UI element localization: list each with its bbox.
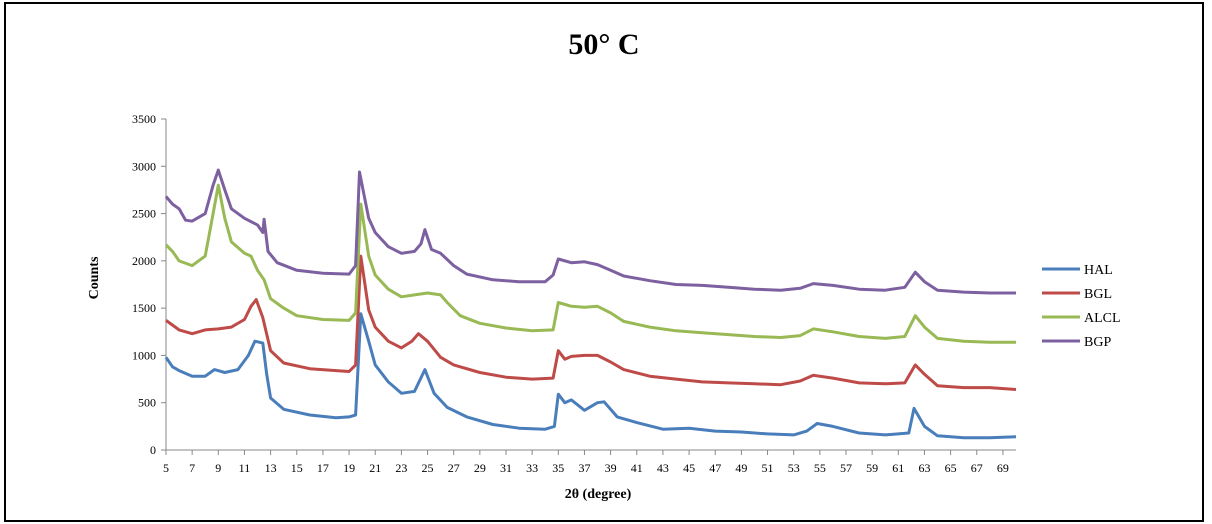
x-tick-label: 59 bbox=[866, 461, 878, 475]
legend-label-bgp: BGP bbox=[1084, 335, 1111, 350]
x-tick-label: 17 bbox=[317, 461, 329, 475]
x-tick-label: 13 bbox=[265, 461, 277, 475]
x-tick-label: 53 bbox=[788, 461, 800, 475]
legend: HAL BGL ALCL BGP bbox=[1042, 263, 1121, 350]
series-line-bgp bbox=[164, 168, 1016, 295]
x-tick-label: 65 bbox=[945, 461, 957, 475]
x-tick-label: 33 bbox=[526, 461, 538, 475]
x-tick-label: 47 bbox=[709, 461, 721, 475]
x-tick-label: 9 bbox=[215, 461, 221, 475]
y-axis-title: Counts bbox=[87, 256, 102, 299]
x-tick-label: 43 bbox=[657, 461, 669, 475]
y-tick-label: 3000 bbox=[132, 159, 156, 173]
chart-frame: 50° C 0 500 1000 1500 2000 2500 3000 3500 5 7 9 11… bbox=[4, 2, 1204, 522]
axes bbox=[165, 119, 1016, 451]
x-tick-label: 25 bbox=[422, 461, 434, 475]
y-tick-label: 1000 bbox=[132, 348, 156, 362]
x-tick-label: 39 bbox=[605, 461, 617, 475]
x-tick-label: 5 bbox=[163, 461, 169, 475]
series-line-bgl bbox=[165, 254, 1017, 391]
x-tick-label: 19 bbox=[343, 461, 355, 475]
chart-title: 50° C bbox=[568, 28, 639, 61]
y-tick-label: 0 bbox=[150, 443, 156, 457]
series-lines bbox=[164, 168, 1017, 440]
x-tick-label: 27 bbox=[448, 461, 460, 475]
legend-label-hal: HAL bbox=[1084, 263, 1113, 278]
x-ticks: 5 7 9 11 13 15 17 19 21 23 25 27 29 31 33 35 37 39 41 43 45 4… bbox=[163, 450, 1009, 475]
x-tick-label: 37 bbox=[578, 461, 590, 475]
x-tick-label: 21 bbox=[369, 461, 381, 475]
legend-label-bgl: BGL bbox=[1084, 287, 1112, 302]
x-tick-label: 15 bbox=[291, 461, 303, 475]
legend-label-alcl: ALCL bbox=[1084, 311, 1121, 326]
x-tick-label: 41 bbox=[631, 461, 643, 475]
x-tick-label: 63 bbox=[918, 461, 930, 475]
y-tick-label: 2500 bbox=[132, 207, 156, 221]
x-tick-label: 7 bbox=[189, 461, 195, 475]
x-tick-label: 35 bbox=[552, 461, 564, 475]
x-tick-label: 31 bbox=[500, 461, 512, 475]
x-tick-label: 61 bbox=[892, 461, 904, 475]
x-tick-label: 45 bbox=[683, 461, 695, 475]
series-line-alcl bbox=[164, 183, 1016, 344]
y-tick-label: 2000 bbox=[132, 254, 156, 268]
x-tick-label: 57 bbox=[840, 461, 852, 475]
x-tick-label: 51 bbox=[762, 461, 774, 475]
x-tick-label: 67 bbox=[971, 461, 983, 475]
x-tick-label: 55 bbox=[814, 461, 826, 475]
y-tick-label: 3500 bbox=[132, 112, 156, 126]
x-tick-label: 49 bbox=[735, 461, 747, 475]
y-tick-label: 1500 bbox=[132, 301, 156, 315]
y-ticks: 0 500 1000 1500 2000 2500 3000 3500 bbox=[132, 112, 166, 457]
x-tick-label: 29 bbox=[474, 461, 486, 475]
series-line-hal bbox=[164, 312, 1017, 440]
x-tick-label: 69 bbox=[997, 461, 1009, 475]
x-tick-label: 11 bbox=[239, 461, 251, 475]
x-tick-label: 23 bbox=[395, 461, 407, 475]
x-axis-title: 2θ (degree) bbox=[565, 487, 632, 502]
y-tick-label: 500 bbox=[138, 396, 156, 410]
